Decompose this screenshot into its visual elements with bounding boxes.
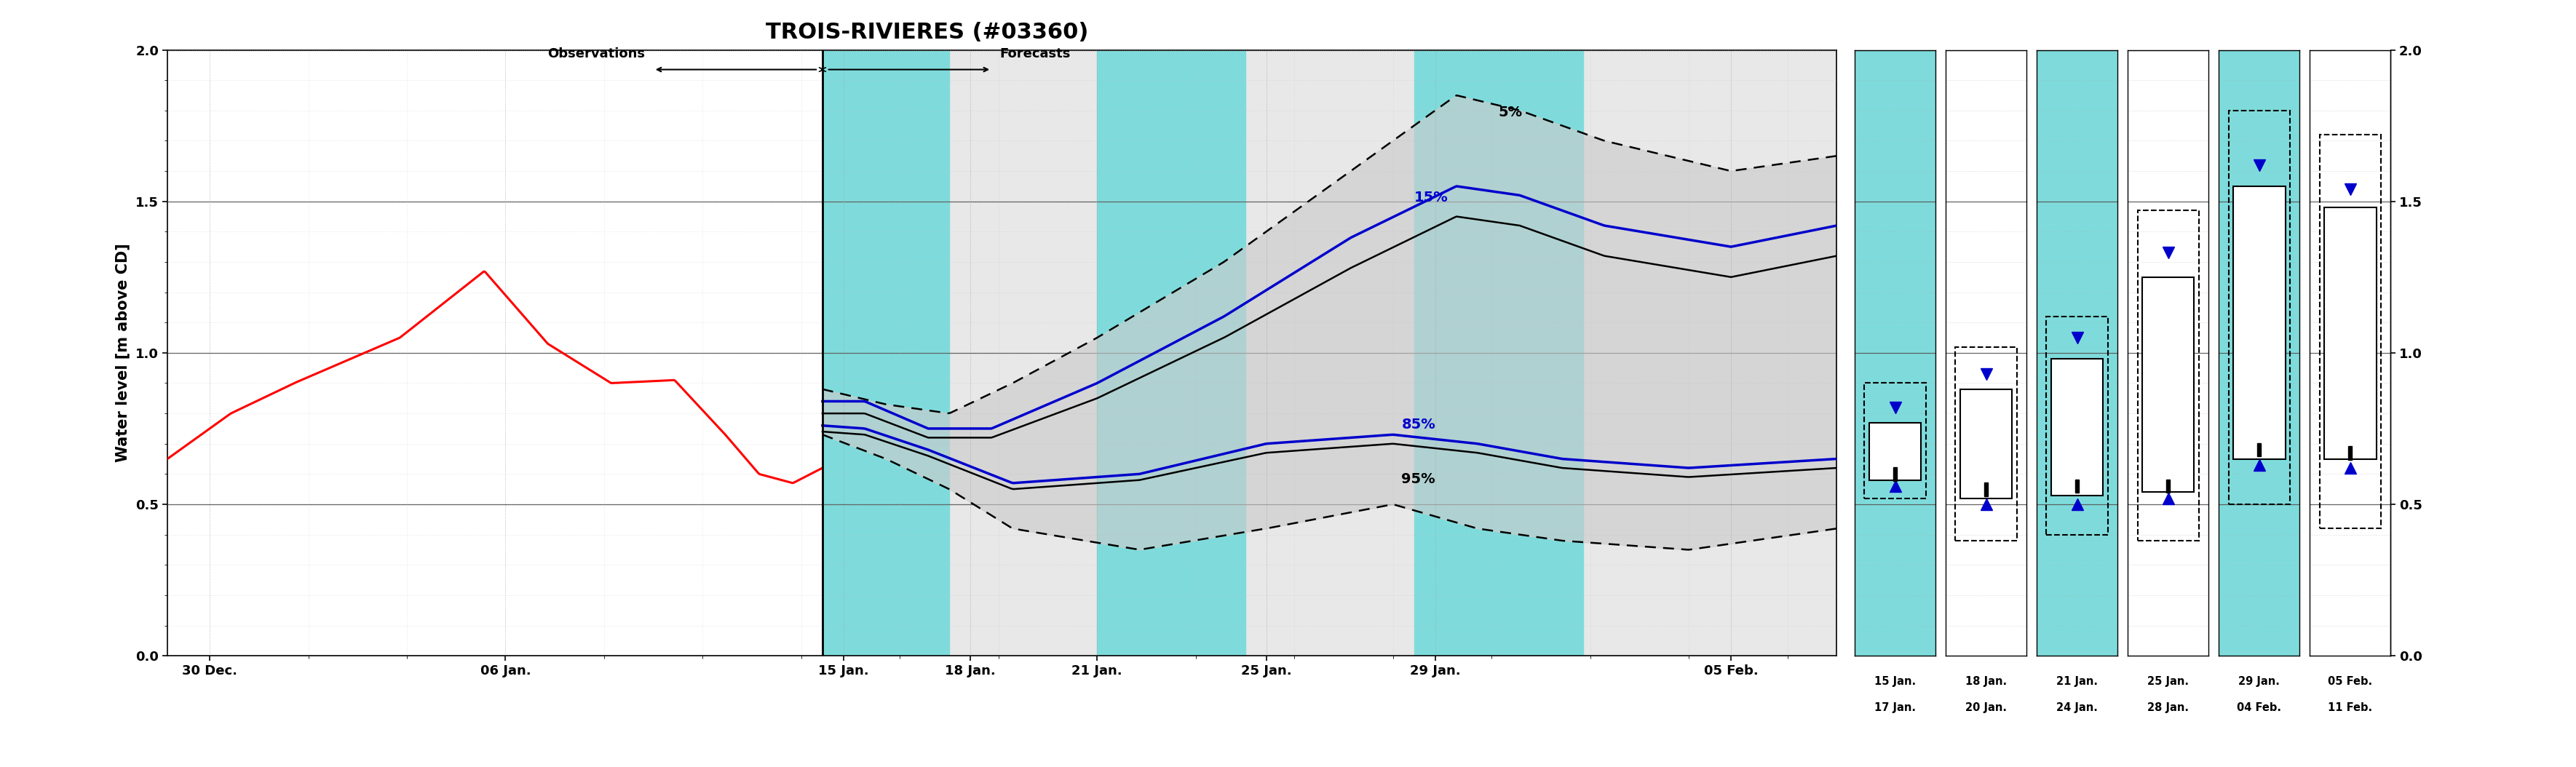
Bar (2166, 479, 2169, 493)
Text: 85%: 85% (1401, 418, 1435, 432)
Text: 05 Feb.: 05 Feb. (2329, 676, 2372, 687)
Bar (1960, 389, 2012, 499)
Bar (1955, 347, 2017, 541)
Bar (1893, 467, 1896, 481)
Bar (2076, 479, 2079, 493)
Bar (2228, 110, 2290, 505)
Text: 15%: 15% (1414, 190, 1448, 204)
Text: Forecasts: Forecasts (999, 48, 1072, 61)
Bar (2257, 443, 2262, 456)
Bar (1865, 383, 1927, 499)
Text: 15 Jan.: 15 Jan. (1875, 676, 1917, 687)
Text: 95%: 95% (1401, 472, 1435, 486)
Bar (2233, 186, 2285, 459)
Bar (2045, 317, 2107, 535)
Text: 04 Feb.: 04 Feb. (2236, 703, 2282, 713)
Y-axis label: Water level [m above CD]: Water level [m above CD] (116, 243, 129, 463)
Text: 11 Feb.: 11 Feb. (2329, 703, 2372, 713)
Bar (1984, 482, 1989, 496)
Text: 29 Jan.: 29 Jan. (2239, 676, 2280, 687)
Bar (2318, 135, 2380, 528)
Bar (822, 50, 948, 656)
Bar (1097, 50, 1244, 656)
Text: 28 Jan.: 28 Jan. (2148, 703, 2190, 713)
Bar (2324, 207, 2375, 459)
Bar (2143, 277, 2195, 492)
Text: 17 Jan.: 17 Jan. (1875, 703, 1917, 713)
Text: 5%: 5% (1499, 106, 1522, 120)
Text: Observations: Observations (549, 48, 644, 61)
Bar (822, 50, 1837, 656)
Text: 21 Jan.: 21 Jan. (2056, 676, 2097, 687)
Bar (2138, 210, 2200, 541)
Text: 18 Jan.: 18 Jan. (1965, 676, 2007, 687)
Bar (2349, 446, 2352, 459)
Bar (1870, 423, 1922, 480)
Text: TROIS-RIVIERES (#03360): TROIS-RIVIERES (#03360) (765, 21, 1090, 43)
Bar (1414, 50, 1584, 656)
Text: 24 Jan.: 24 Jan. (2056, 703, 2097, 713)
Text: 20 Jan.: 20 Jan. (1965, 703, 2007, 713)
Text: 25 Jan.: 25 Jan. (2148, 676, 2190, 687)
Bar (2050, 359, 2102, 495)
